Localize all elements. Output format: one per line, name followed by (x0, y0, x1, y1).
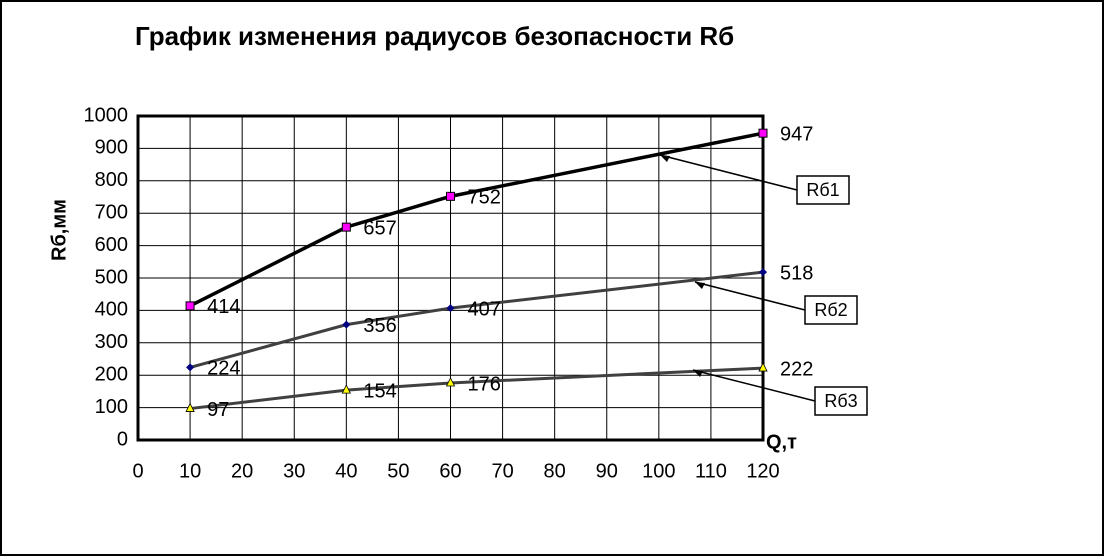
legend-label: Rб1 (806, 180, 839, 200)
legend-label: Rб2 (814, 300, 847, 320)
data-label: 414 (207, 296, 240, 318)
data-label: 947 (780, 123, 813, 145)
marker (185, 402, 195, 412)
y-tick-label: 0 (117, 428, 128, 450)
y-tick-label: 400 (95, 299, 128, 321)
marker (446, 304, 455, 313)
x-tick-label: 10 (179, 460, 201, 482)
x-tick-label: 50 (387, 460, 409, 482)
marker (445, 377, 456, 387)
y-tick-label: 100 (95, 396, 128, 418)
x-tick-label: 80 (544, 460, 566, 482)
data-label: 224 (207, 358, 240, 380)
y-tick-label: 500 (95, 266, 128, 288)
data-label: 97 (207, 399, 229, 421)
data-label: 154 (363, 380, 396, 402)
series-line (189, 131, 764, 308)
y-tick-label: 300 (95, 331, 128, 353)
y-axis-label: Rб,мм (48, 199, 70, 261)
x-tick-label: 60 (439, 460, 461, 482)
data-label: 356 (363, 315, 396, 337)
data-label: 222 (780, 358, 813, 380)
data-label: 657 (363, 217, 396, 239)
y-tick-label: 1000 (84, 104, 129, 126)
data-label: 752 (468, 187, 501, 209)
x-tick-label: 100 (642, 460, 675, 482)
y-tick-label: 200 (95, 363, 128, 385)
data-label: 407 (468, 298, 501, 320)
data-label: 176 (468, 373, 501, 395)
marker (342, 320, 351, 329)
callout-arrow (659, 154, 798, 191)
data-label: 518 (780, 262, 813, 284)
legend-label: Rб3 (824, 391, 857, 411)
marker (341, 384, 351, 394)
plot-area (136, 114, 765, 442)
y-tick-label: 900 (95, 137, 128, 159)
x-axis-label: Q,т (766, 431, 797, 453)
y-tick-label: 600 (95, 234, 128, 256)
marker (758, 362, 768, 372)
marker (758, 128, 768, 138)
marker (446, 191, 455, 201)
callout-arrowhead (660, 155, 670, 162)
series-line (189, 366, 764, 411)
callout-arrow (694, 281, 806, 311)
callout-arrow (692, 369, 816, 402)
y-tick-label: 800 (95, 169, 128, 191)
callout-arrowhead (695, 282, 705, 289)
x-tick-label: 90 (596, 460, 618, 482)
series-line (189, 270, 764, 369)
x-tick-label: 0 (132, 460, 143, 482)
marker (759, 268, 767, 277)
marker (186, 363, 195, 372)
legend-box (814, 386, 868, 416)
x-tick-label: 120 (746, 460, 779, 482)
x-tick-label: 110 (695, 460, 727, 482)
callout-arrowhead (693, 370, 703, 377)
y-tick-label: 700 (95, 201, 128, 223)
marker (185, 301, 195, 311)
x-tick-label: 40 (335, 460, 357, 482)
x-tick-label: 20 (231, 460, 253, 482)
marker (341, 222, 351, 232)
legend-box (804, 295, 858, 325)
legend-box (796, 175, 850, 205)
chart-title: График изменения радиусов безопасности R… (135, 21, 734, 51)
x-tick-label: 30 (283, 460, 305, 482)
x-tick-label: 70 (491, 460, 513, 482)
